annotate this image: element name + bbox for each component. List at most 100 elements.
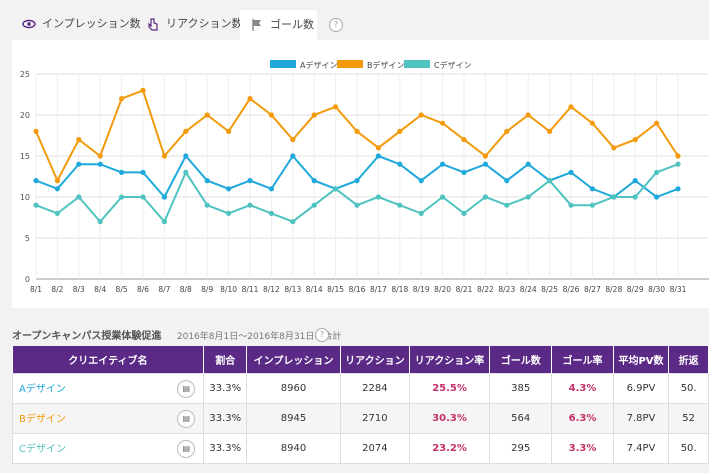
data-point bbox=[375, 153, 381, 159]
goal-line-chart: 0 5 10 15 20 25 8/1 8/2 8/3 8/4 8/5 8/6 8/7 8/8 8/9 8/1… bbox=[20, 60, 709, 294]
data-point bbox=[675, 186, 681, 192]
data-point bbox=[461, 169, 467, 175]
data-point bbox=[54, 186, 61, 192]
data-point bbox=[525, 161, 531, 167]
impressions-cell: 8940 bbox=[246, 433, 341, 464]
data-point bbox=[504, 202, 510, 208]
tab-goals[interactable]: ゴール数 bbox=[240, 10, 317, 40]
data-point bbox=[97, 219, 103, 225]
data-point bbox=[33, 202, 39, 208]
col-goal-rate[interactable]: ゴール率 bbox=[551, 346, 614, 374]
x-tick-label: 8/2 bbox=[51, 285, 63, 294]
data-point bbox=[140, 87, 146, 93]
data-point bbox=[226, 210, 232, 216]
data-point bbox=[375, 145, 381, 151]
x-tick-label: 8/6 bbox=[137, 285, 149, 294]
help-icon[interactable]: ? bbox=[329, 18, 343, 32]
goals-cell: 564 bbox=[489, 403, 553, 434]
data-point bbox=[589, 186, 596, 192]
x-tick-label: 8/3 bbox=[73, 285, 85, 294]
data-point bbox=[418, 210, 424, 216]
creative-name-cell: Aデザイン ▤ bbox=[11, 373, 205, 404]
data-point bbox=[654, 169, 660, 175]
goal-rate-cell: 3.3% bbox=[551, 433, 614, 464]
legend-label: Aデザイン bbox=[300, 60, 337, 70]
data-point bbox=[547, 128, 553, 134]
data-point bbox=[525, 194, 531, 200]
creative-name-link[interactable]: Bデザイン bbox=[19, 413, 66, 425]
data-point bbox=[183, 128, 189, 134]
x-tick-label: 8/21 bbox=[456, 285, 473, 294]
data-point bbox=[161, 153, 167, 159]
goal-rate-cell: 6.3% bbox=[551, 403, 614, 434]
data-point bbox=[354, 202, 360, 208]
col-reaction-rate[interactable]: リアクション率 bbox=[409, 346, 491, 374]
x-tick-label: 8/1 bbox=[30, 285, 42, 294]
data-point bbox=[611, 145, 617, 151]
data-point bbox=[611, 194, 617, 200]
share-cell: 33.3% bbox=[203, 403, 248, 434]
document-icon[interactable]: ▤ bbox=[177, 409, 196, 428]
x-tick-label: 8/9 bbox=[201, 285, 213, 294]
x-tick-label: 8/31 bbox=[670, 285, 687, 294]
x-tick-label: 8/27 bbox=[584, 285, 601, 294]
bounce-cell: 52 bbox=[668, 403, 709, 434]
data-point bbox=[140, 169, 146, 175]
section-title: オープンキャンパス授業体験促進 bbox=[12, 331, 162, 342]
section-header: オープンキャンパス授業体験促進 2016年8月1日〜2016年8月31日の合計 bbox=[12, 327, 341, 342]
data-point bbox=[290, 219, 296, 225]
data-point bbox=[675, 153, 681, 159]
data-point bbox=[119, 194, 125, 200]
x-tick-label: 8/15 bbox=[327, 285, 344, 294]
data-point bbox=[354, 178, 360, 184]
x-tick-label: 8/28 bbox=[605, 285, 622, 294]
document-icon[interactable]: ▤ bbox=[177, 379, 196, 398]
col-share[interactable]: 割合 bbox=[203, 346, 248, 374]
col-bounce[interactable]: 折返 bbox=[668, 346, 709, 374]
section-help-icon[interactable]: ? bbox=[315, 328, 329, 342]
data-point bbox=[76, 161, 82, 167]
reaction-rate-cell: 30.3% bbox=[408, 403, 491, 434]
section-subtitle: 2016年8月1日〜2016年8月31日の合計 bbox=[176, 332, 342, 342]
data-point bbox=[675, 161, 681, 167]
reactions-cell: 2710 bbox=[339, 403, 410, 434]
col-creative-name[interactable]: クリエイティブ名 bbox=[12, 346, 205, 374]
col-goals[interactable]: ゴール数 bbox=[489, 346, 553, 374]
col-avg-pv[interactable]: 平均PV数 bbox=[613, 346, 670, 374]
data-point bbox=[226, 128, 232, 134]
creative-table: クリエイティブ名 割合 インプレッション リアクション リアクション率 ゴール数… bbox=[11, 346, 709, 464]
data-point bbox=[589, 202, 596, 208]
data-point bbox=[247, 202, 253, 208]
data-point bbox=[568, 169, 574, 175]
data-point bbox=[268, 210, 274, 216]
document-icon[interactable]: ▤ bbox=[177, 439, 196, 458]
col-reactions[interactable]: リアクション bbox=[340, 346, 410, 374]
col-impressions[interactable]: インプレッション bbox=[246, 346, 341, 374]
creative-name-link[interactable]: Cデザイン bbox=[19, 443, 66, 455]
data-point bbox=[247, 96, 253, 102]
x-tick-label: 8/18 bbox=[391, 285, 408, 294]
data-point bbox=[161, 219, 167, 225]
data-point bbox=[268, 186, 274, 192]
data-point bbox=[226, 186, 232, 192]
tab-impressions[interactable]: インプレッション数 bbox=[22, 10, 141, 38]
creative-name-link[interactable]: Aデザイン bbox=[19, 383, 66, 395]
data-point bbox=[33, 178, 39, 184]
data-point bbox=[632, 194, 638, 200]
x-tick-label: 8/11 bbox=[242, 285, 259, 294]
data-point bbox=[333, 186, 339, 192]
data-point bbox=[354, 128, 360, 134]
data-point bbox=[397, 161, 403, 167]
data-point bbox=[204, 112, 210, 118]
x-tick-label: 8/4 bbox=[94, 285, 106, 294]
table-header-row: クリエイティブ名 割合 インプレッション リアクション リアクション率 ゴール数… bbox=[12, 346, 709, 374]
y-tick-label: 15 bbox=[20, 152, 30, 161]
y-tick-label: 10 bbox=[20, 193, 30, 202]
data-point bbox=[119, 169, 125, 175]
data-point bbox=[632, 137, 638, 143]
data-point bbox=[119, 96, 125, 102]
goal-rate-cell: 4.3% bbox=[551, 373, 614, 404]
tab-reactions[interactable]: リアクション数 bbox=[146, 10, 242, 38]
x-tick-label: 8/14 bbox=[306, 285, 323, 294]
data-point bbox=[311, 178, 317, 184]
